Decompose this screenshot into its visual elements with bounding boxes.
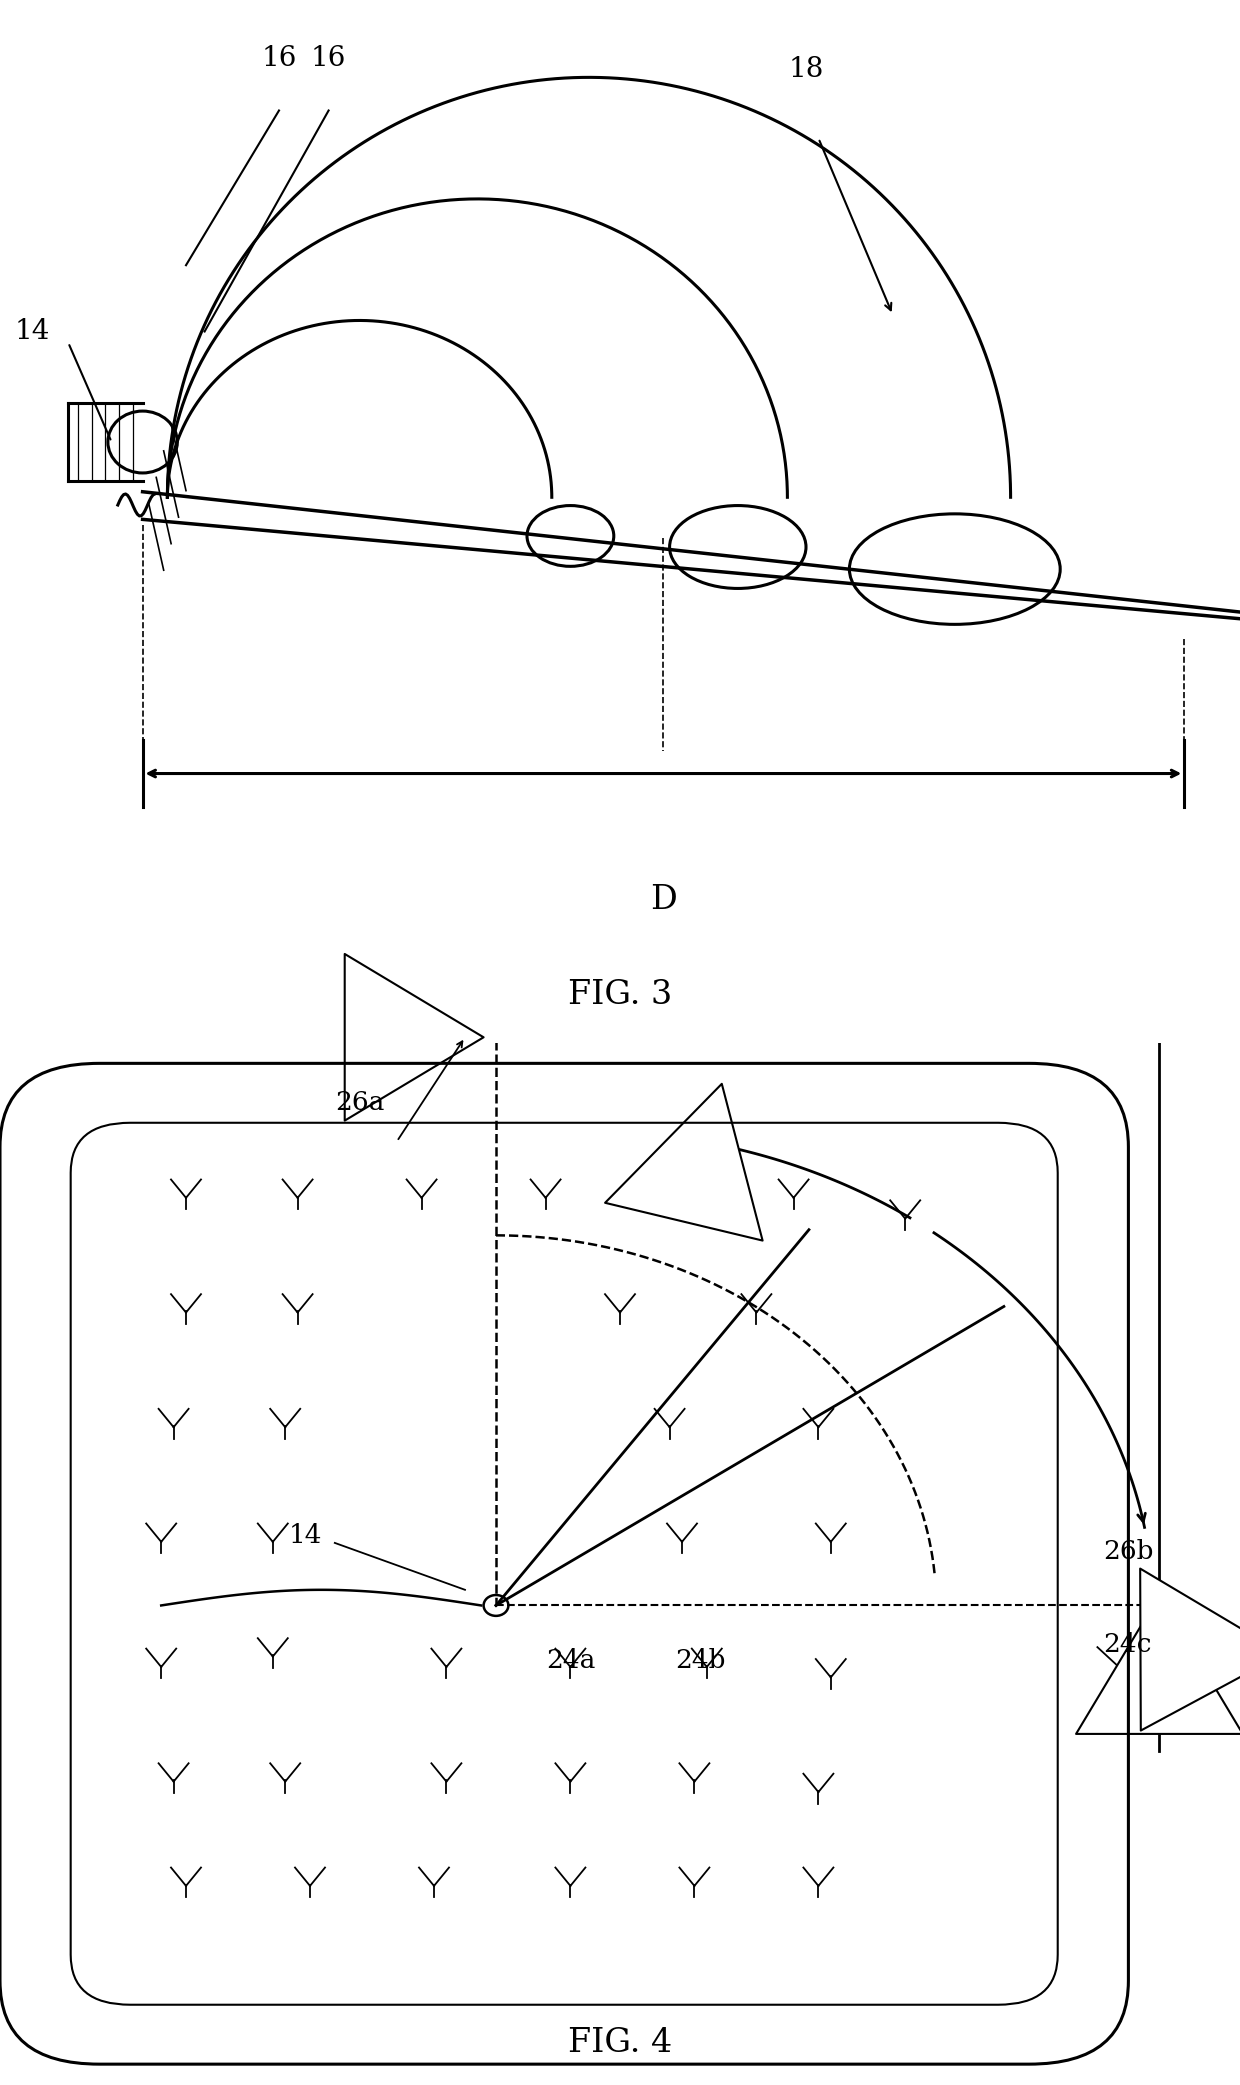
Text: 26b: 26b — [1104, 1539, 1154, 1564]
Text: 24c: 24c — [1104, 1633, 1152, 1658]
Text: 14: 14 — [14, 319, 50, 344]
Text: 26a: 26a — [335, 1090, 384, 1115]
Text: FIG. 4: FIG. 4 — [568, 2027, 672, 2060]
Text: 16: 16 — [262, 46, 296, 73]
Text: 24a: 24a — [546, 1647, 595, 1672]
Text: D: D — [650, 884, 677, 915]
Text: 14: 14 — [289, 1522, 322, 1547]
Text: 24b: 24b — [676, 1647, 725, 1672]
Text: 16: 16 — [311, 46, 346, 73]
Text: 18: 18 — [789, 56, 823, 83]
Text: FIG. 3: FIG. 3 — [568, 978, 672, 1011]
